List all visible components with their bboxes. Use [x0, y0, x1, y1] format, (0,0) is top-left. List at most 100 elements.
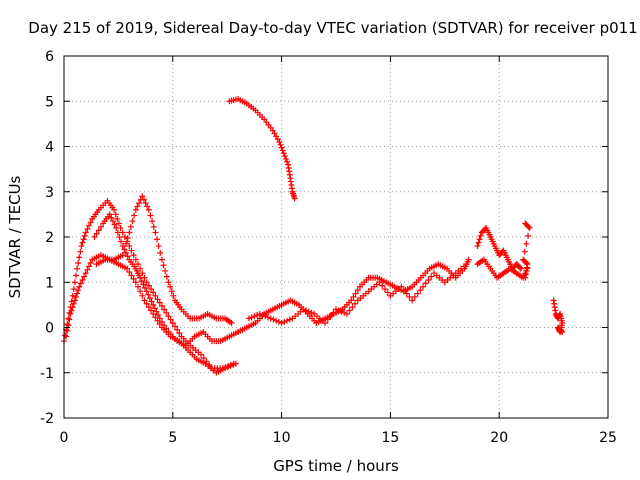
data-point — [411, 293, 418, 300]
data-point — [78, 243, 85, 250]
data-point — [124, 253, 131, 260]
data-point — [349, 304, 356, 311]
data-point — [281, 318, 288, 325]
data-point — [463, 261, 470, 268]
data-point — [348, 297, 355, 304]
data-point — [134, 203, 141, 210]
data-point — [279, 147, 286, 154]
data-point — [343, 310, 350, 317]
data-point — [158, 318, 165, 325]
data-point — [322, 319, 329, 326]
data-point — [136, 200, 143, 207]
data-point — [474, 243, 481, 250]
data-point — [161, 322, 168, 329]
data-point — [476, 236, 483, 243]
data-point — [168, 288, 175, 295]
data-point — [93, 230, 100, 237]
data-point — [106, 211, 113, 218]
data-point — [333, 306, 339, 313]
data-point — [275, 318, 282, 325]
data-point — [150, 289, 157, 296]
data-point — [428, 273, 435, 280]
data-point — [151, 305, 158, 312]
data-point — [291, 195, 298, 202]
x-tick-label: 0 — [60, 430, 69, 446]
data-point — [276, 138, 283, 145]
data-point — [346, 307, 353, 314]
data-point — [140, 196, 147, 203]
y-tick-label: 6 — [45, 49, 54, 65]
data-point — [123, 249, 130, 256]
data-point — [350, 293, 357, 300]
data-point — [84, 266, 91, 273]
data-point — [138, 278, 145, 285]
data-point — [66, 316, 73, 323]
data-point — [341, 309, 348, 316]
data-point — [109, 218, 116, 225]
data-point — [227, 362, 234, 369]
data-point — [65, 315, 72, 322]
data-point — [144, 203, 151, 210]
data-point — [406, 293, 413, 300]
data-point — [160, 262, 167, 269]
data-point — [280, 150, 287, 157]
data-point — [145, 304, 152, 311]
chart-title: Day 215 of 2019, Sidereal Day-to-day VTE… — [28, 19, 637, 37]
series-track-5 — [226, 95, 298, 202]
data-point — [384, 289, 391, 296]
data-point — [81, 232, 88, 239]
data-point — [157, 249, 164, 256]
data-point — [376, 279, 383, 286]
data-point — [273, 317, 280, 324]
data-point — [127, 223, 134, 230]
data-point — [116, 234, 123, 240]
data-point — [77, 248, 84, 255]
data-point — [270, 316, 277, 323]
data-point — [145, 291, 152, 298]
data-point — [146, 295, 153, 302]
data-point — [259, 312, 266, 319]
series-track-9 — [474, 256, 531, 281]
y-tick-label: 2 — [45, 230, 54, 246]
data-point — [414, 290, 421, 297]
data-point — [558, 327, 565, 334]
data-point — [517, 265, 524, 272]
data-point — [126, 269, 133, 276]
data-point — [420, 283, 427, 290]
data-point — [143, 288, 150, 295]
data-point — [79, 239, 86, 246]
data-point — [82, 270, 89, 277]
data-point — [401, 287, 407, 294]
data-point — [75, 287, 82, 294]
data-point — [150, 310, 157, 317]
series-track-11 — [550, 297, 566, 336]
data-point — [86, 222, 93, 229]
x-tick-label: 15 — [381, 430, 399, 446]
data-point — [108, 214, 115, 221]
data-point — [111, 206, 118, 213]
series-track-3 — [91, 211, 242, 349]
data-point — [154, 236, 161, 243]
series-track-10 — [520, 220, 533, 281]
data-point — [132, 279, 139, 286]
data-point — [525, 232, 532, 239]
data-point — [137, 274, 144, 281]
data-point — [134, 261, 141, 268]
series-track-6 — [235, 256, 472, 336]
data-point — [170, 292, 177, 299]
grid — [64, 56, 608, 418]
data-point — [95, 227, 102, 234]
x-tick-label: 5 — [168, 430, 177, 446]
data-point — [84, 226, 91, 233]
data-point — [87, 219, 94, 226]
data-point — [126, 243, 133, 250]
data-point — [115, 220, 122, 227]
data-point — [417, 287, 424, 294]
data-point — [521, 248, 528, 255]
data-point — [286, 316, 293, 323]
data-point — [154, 296, 161, 303]
data-point — [142, 200, 149, 207]
data-point — [139, 193, 146, 200]
data-point — [230, 361, 237, 368]
data-point — [124, 235, 131, 242]
